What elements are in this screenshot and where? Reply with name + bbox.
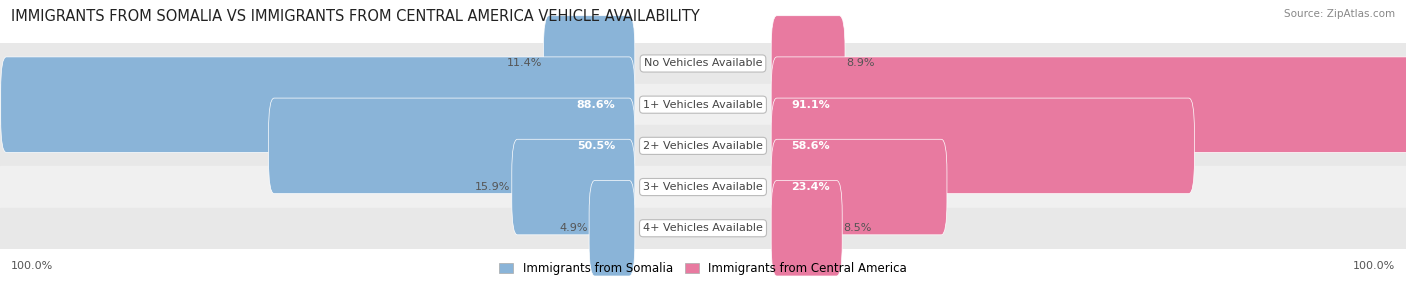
Bar (0, 208, 1406, 249)
Bar (0, 125, 1406, 166)
Text: No Vehicles Available: No Vehicles Available (644, 59, 762, 68)
FancyBboxPatch shape (269, 98, 636, 194)
Text: 15.9%: 15.9% (475, 182, 510, 192)
Legend: Immigrants from Somalia, Immigrants from Central America: Immigrants from Somalia, Immigrants from… (495, 258, 911, 280)
Text: 3+ Vehicles Available: 3+ Vehicles Available (643, 182, 763, 192)
FancyBboxPatch shape (1, 57, 636, 152)
FancyBboxPatch shape (589, 180, 636, 276)
Text: 4.9%: 4.9% (560, 223, 588, 233)
Text: 4+ Vehicles Available: 4+ Vehicles Available (643, 223, 763, 233)
Text: 1+ Vehicles Available: 1+ Vehicles Available (643, 100, 763, 110)
FancyBboxPatch shape (772, 98, 1195, 194)
FancyBboxPatch shape (772, 180, 842, 276)
FancyBboxPatch shape (772, 139, 948, 235)
Bar (0, 43, 1406, 84)
Text: IMMIGRANTS FROM SOMALIA VS IMMIGRANTS FROM CENTRAL AMERICA VEHICLE AVAILABILITY: IMMIGRANTS FROM SOMALIA VS IMMIGRANTS FR… (11, 9, 700, 23)
Text: 8.5%: 8.5% (844, 223, 872, 233)
FancyBboxPatch shape (512, 139, 636, 235)
FancyBboxPatch shape (772, 16, 845, 111)
Bar (0, 84, 1406, 125)
Text: 23.4%: 23.4% (790, 182, 830, 192)
Text: Source: ZipAtlas.com: Source: ZipAtlas.com (1284, 9, 1395, 19)
Text: 100.0%: 100.0% (11, 261, 53, 271)
FancyBboxPatch shape (772, 57, 1406, 152)
Text: 8.9%: 8.9% (846, 59, 875, 68)
Bar (0, 166, 1406, 208)
Text: 50.5%: 50.5% (576, 141, 616, 151)
FancyBboxPatch shape (543, 16, 636, 111)
Text: 88.6%: 88.6% (576, 100, 616, 110)
Text: 2+ Vehicles Available: 2+ Vehicles Available (643, 141, 763, 151)
Text: 58.6%: 58.6% (790, 141, 830, 151)
Text: 91.1%: 91.1% (790, 100, 830, 110)
Text: 11.4%: 11.4% (506, 59, 543, 68)
Text: 100.0%: 100.0% (1353, 261, 1395, 271)
